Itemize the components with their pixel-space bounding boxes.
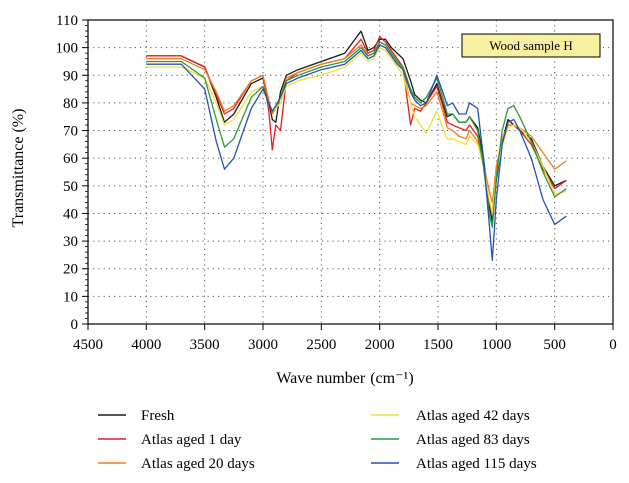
y-tick-label: 30 bbox=[63, 234, 78, 250]
x-axis-label: Wave number (cm⁻¹) bbox=[276, 370, 413, 387]
y-tick-label: 40 bbox=[63, 206, 78, 222]
annotation-box: Wood sample H bbox=[461, 33, 601, 58]
x-tick-label: 1000 bbox=[481, 337, 511, 353]
y-tick-label: 50 bbox=[63, 179, 78, 195]
x-axis-label-unit: (cm⁻¹) bbox=[370, 370, 413, 387]
legend-label: Fresh bbox=[141, 408, 175, 424]
x-tick-label: 2000 bbox=[365, 337, 395, 353]
legend-item: Atlas aged 83 days bbox=[371, 432, 530, 448]
legend-item: Atlas aged 1 day bbox=[98, 432, 242, 448]
x-axis-label-text: Wave number bbox=[276, 370, 366, 387]
y-tick-label: 80 bbox=[63, 96, 78, 112]
x-tick-label: 4500 bbox=[73, 337, 103, 353]
series-line bbox=[146, 46, 567, 215]
y-tick-label: 70 bbox=[63, 124, 78, 140]
y-tick-label: 20 bbox=[63, 262, 78, 278]
x-tick-label: 2500 bbox=[306, 337, 336, 353]
legend-label: Atlas aged 42 days bbox=[416, 408, 530, 424]
series-line bbox=[146, 41, 567, 204]
x-tick-label: 500 bbox=[543, 337, 566, 353]
series-lines bbox=[146, 30, 567, 262]
x-tick-label: 1500 bbox=[423, 337, 453, 353]
legend-item: Atlas aged 115 days bbox=[371, 456, 537, 472]
y-tick-label: 10 bbox=[63, 289, 78, 305]
x-tick-label: 4000 bbox=[131, 337, 161, 353]
plot-frame bbox=[87, 19, 614, 325]
y-tick-label: 100 bbox=[56, 41, 79, 57]
legend-label: Atlas aged 20 days bbox=[141, 456, 255, 472]
legend-label: Atlas aged 1 day bbox=[141, 432, 242, 448]
axis-ticks: 0 10 20 30 40 50 60 70 80 90 100 110 4500 4000 3500 300… bbox=[56, 13, 617, 353]
legend-item: Atlas aged 20 days bbox=[98, 456, 255, 472]
annotation-text: Wood sample H bbox=[489, 38, 572, 53]
series-line bbox=[146, 44, 567, 262]
y-tick-label: 90 bbox=[63, 68, 78, 84]
y-tick-label: 110 bbox=[56, 13, 78, 29]
legend: Fresh Atlas aged 1 day Atlas aged 20 days A… bbox=[98, 408, 537, 472]
legend-item: Atlas aged 42 days bbox=[371, 408, 530, 424]
y-axis-label: Transmittance (%) bbox=[10, 109, 27, 228]
legend-label: Atlas aged 115 days bbox=[416, 456, 537, 472]
legend-item: Fresh bbox=[98, 408, 175, 424]
grid bbox=[88, 20, 613, 324]
x-tick-label: 3500 bbox=[190, 337, 220, 353]
x-tick-label: 3000 bbox=[248, 337, 278, 353]
x-tick-label: 0 bbox=[609, 337, 617, 353]
y-tick-label: 0 bbox=[71, 317, 79, 333]
legend-label: Atlas aged 83 days bbox=[416, 432, 530, 448]
y-tick-label: 60 bbox=[63, 151, 78, 167]
